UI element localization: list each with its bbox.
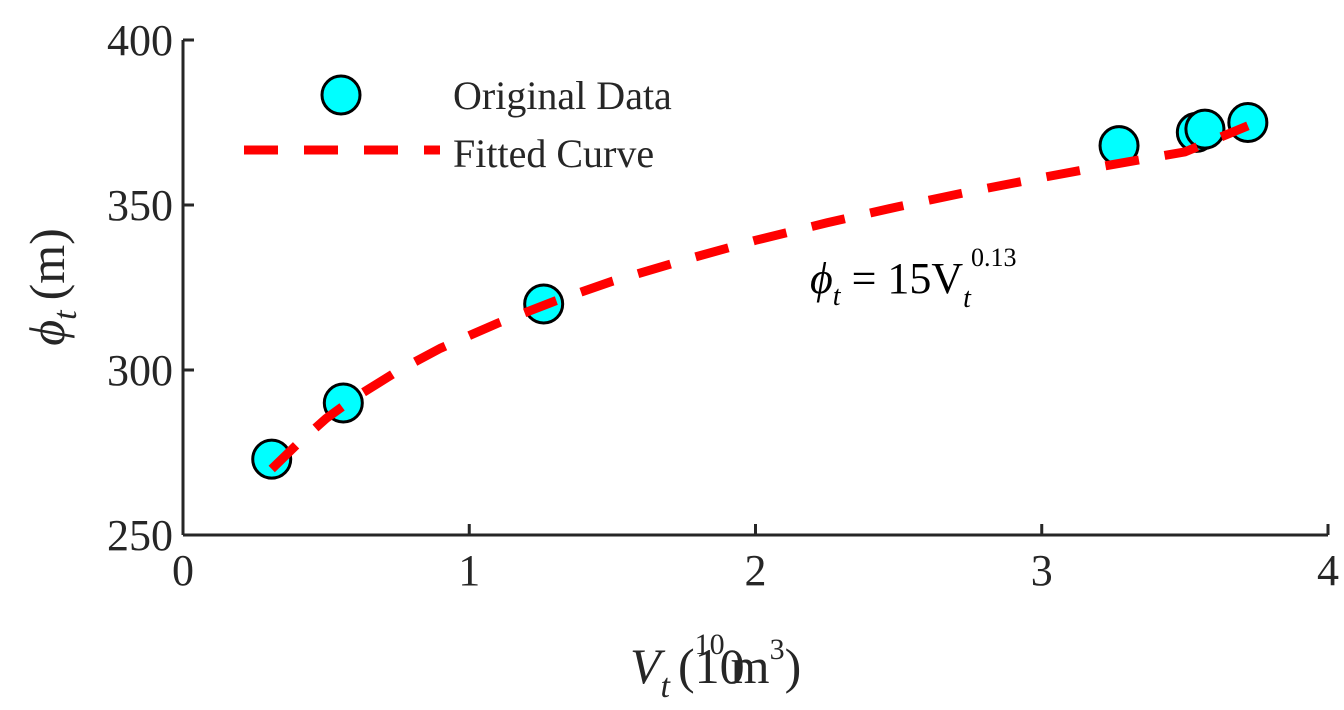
x-label-subscript: t	[661, 668, 672, 705]
x-label-unit-exponent: 10	[695, 628, 725, 661]
legend-label-fitted-curve: Fitted Curve	[453, 131, 654, 176]
y-label-variable: ϕ	[19, 320, 75, 346]
x-tick-label: 4	[1317, 546, 1339, 595]
svg-text:ϕt(m): ϕt (m)	[19, 228, 84, 346]
fitted-curve-line	[268, 121, 1250, 473]
x-tick-label: 1	[458, 546, 480, 595]
x-label-variable: V	[630, 638, 666, 694]
y-tick-label: 300	[107, 346, 173, 395]
x-tick-label: 0	[172, 546, 194, 595]
data-point	[1184, 108, 1226, 150]
x-label-unit-m: m	[731, 638, 770, 694]
x-label-unit-open: (10	[678, 638, 745, 694]
y-ticks: 250 300 350 400	[107, 16, 194, 560]
legend-marker-original-data	[320, 74, 362, 116]
y-axis-label: ϕt (m)	[19, 228, 84, 346]
y-tick-label: 250	[107, 511, 173, 560]
equation-body: = 15V	[841, 254, 964, 303]
y-label-unit: (m)	[19, 228, 75, 300]
x-ticks: 0 1 2 3 4	[172, 524, 1339, 595]
data-point	[251, 438, 293, 480]
equation-v-subscript: t	[963, 283, 972, 314]
equation-phi: ϕ	[810, 254, 833, 303]
svg-text:ϕt = 15Vt0.13: ϕt = 15Vt0.13	[810, 243, 1016, 314]
x-label-unit-exponent2: 3	[770, 633, 785, 666]
x-axis-label: Vt (1010 m3)	[630, 628, 801, 705]
legend-label-original-data: Original Data	[453, 73, 672, 118]
equation-phi-subscript: t	[833, 281, 842, 312]
legend: Original Data Fitted Curve	[244, 73, 672, 176]
x-label-unit-close: )	[785, 638, 802, 694]
x-tick-label: 3	[1031, 546, 1053, 595]
equation-exponent: 0.13	[971, 243, 1017, 272]
y-tick-label: 400	[107, 16, 173, 65]
x-tick-label: 2	[745, 546, 767, 595]
y-label-subscript: t	[47, 309, 84, 320]
fit-equation: ϕt = 15Vt0.13	[810, 243, 1016, 314]
y-tick-label: 350	[107, 181, 173, 230]
axes	[181, 40, 1328, 537]
plot-area	[251, 102, 1269, 480]
